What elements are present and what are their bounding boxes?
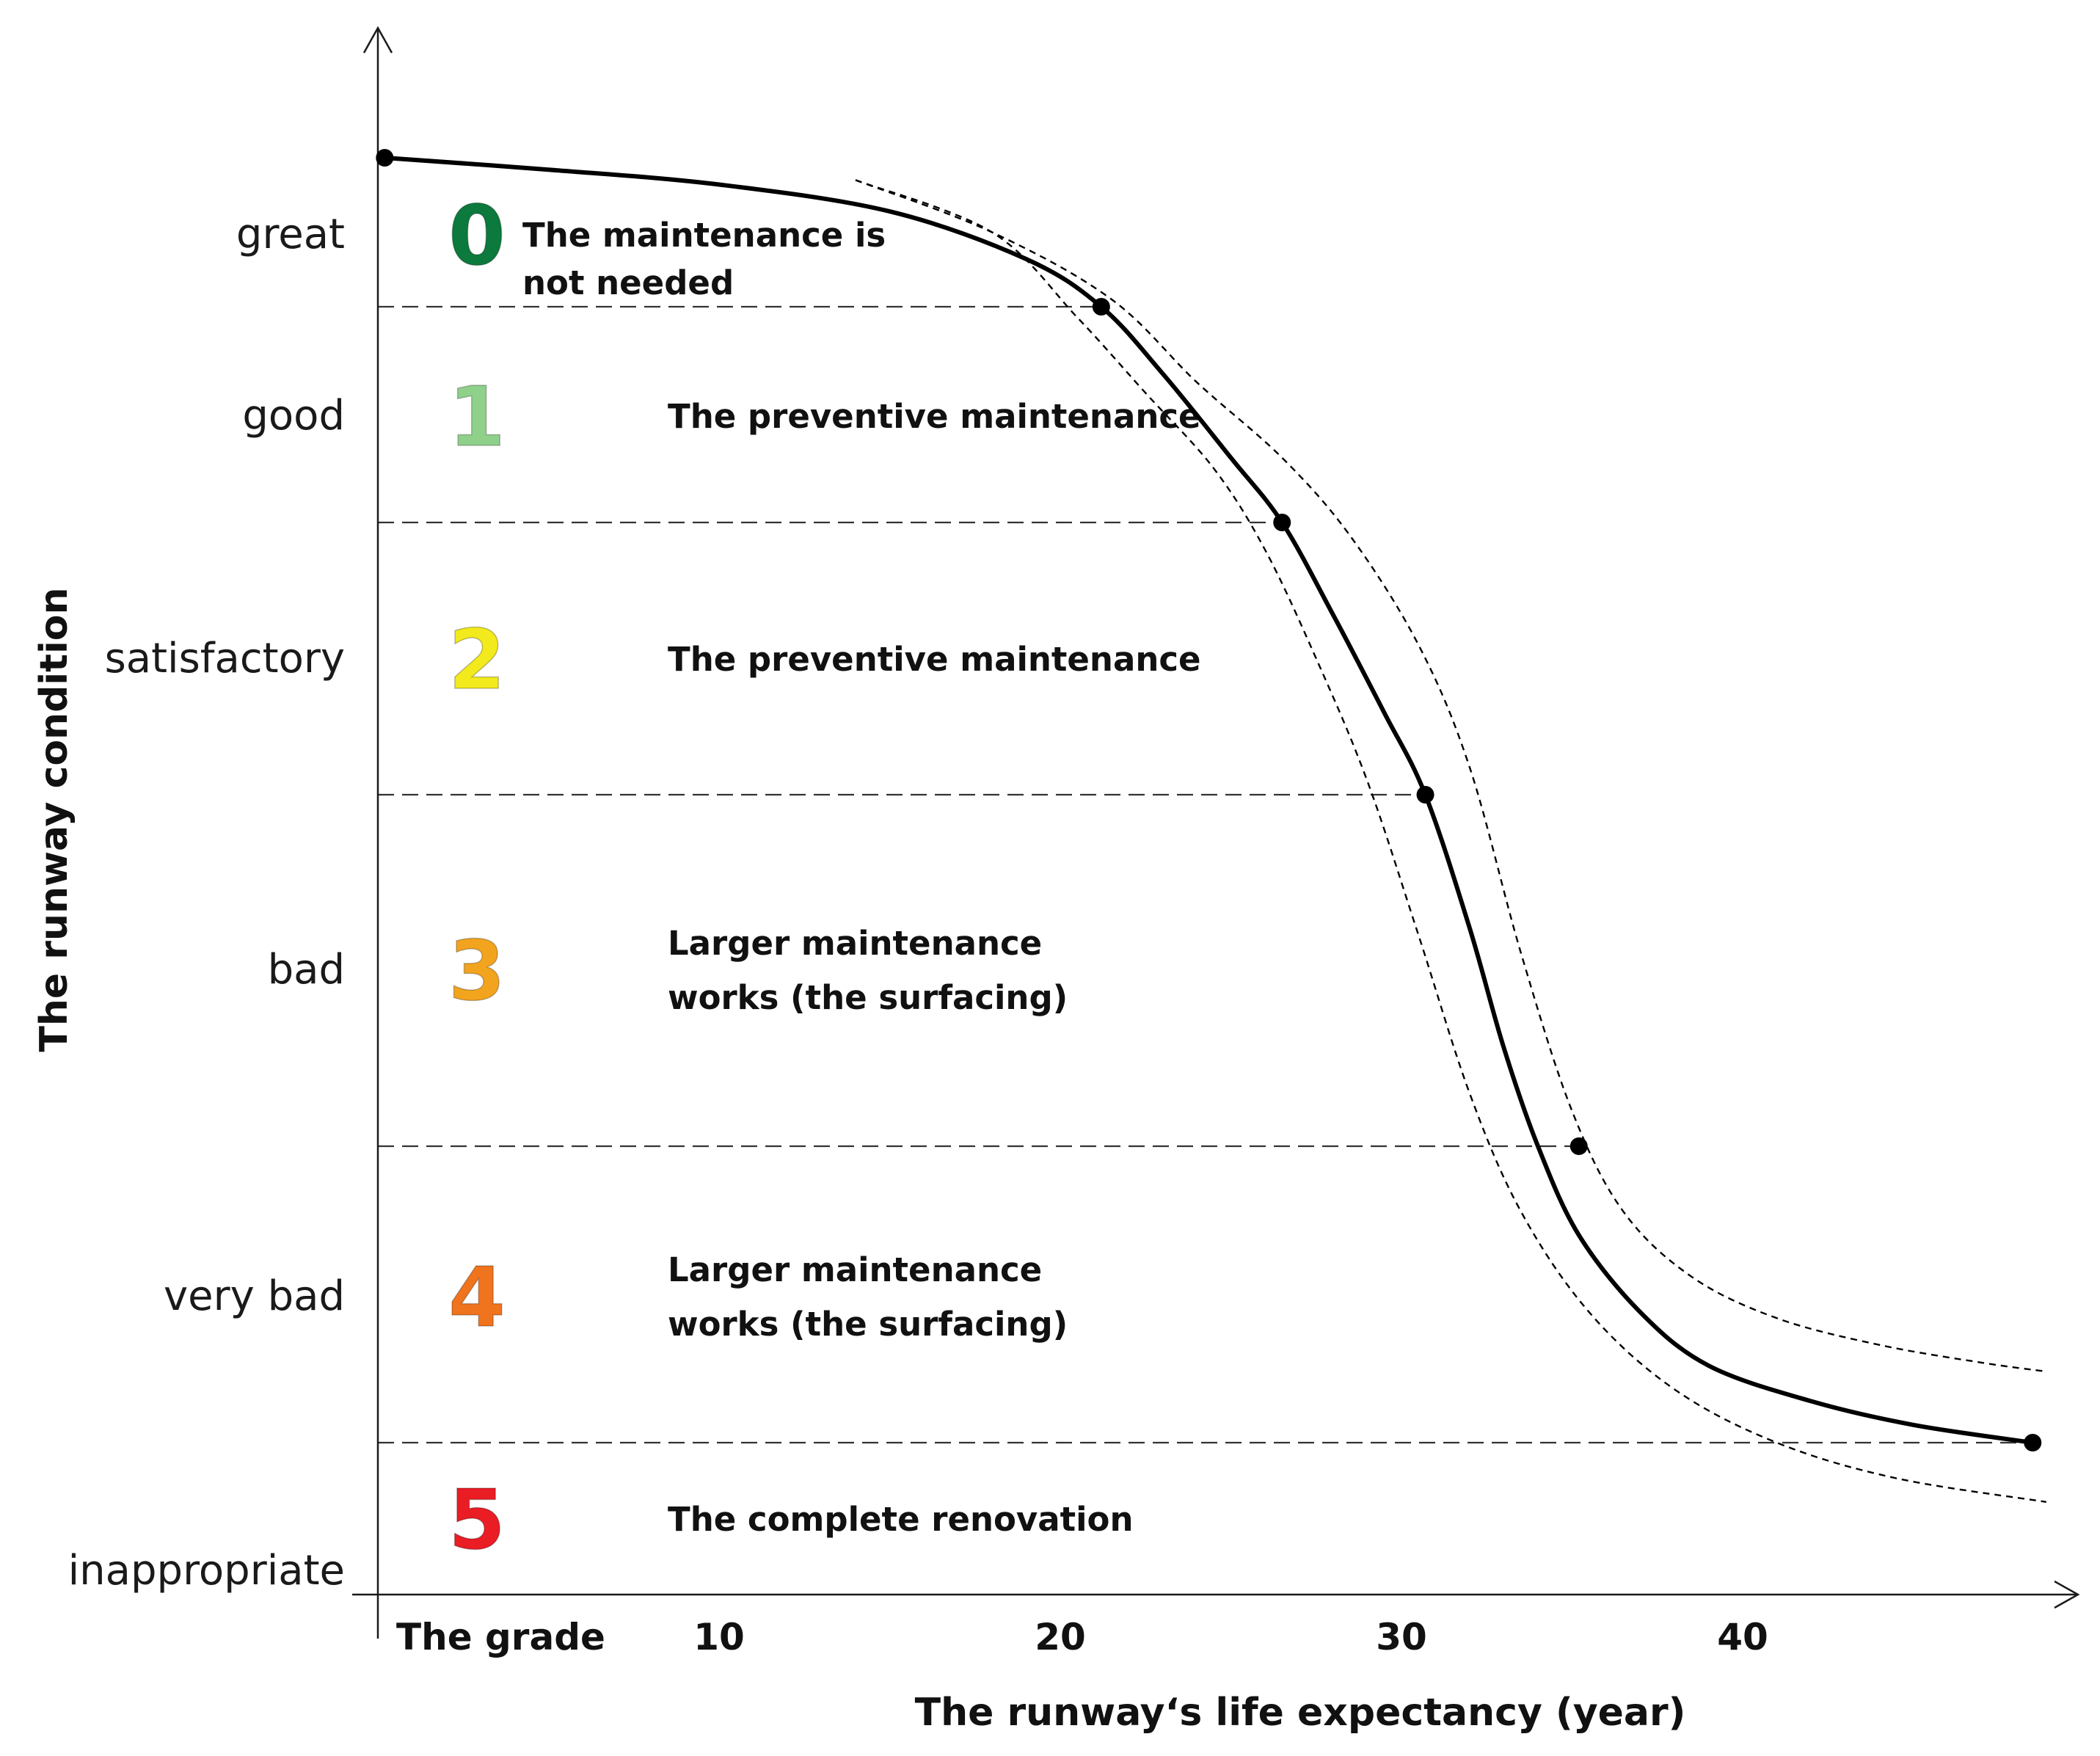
curve-point — [1273, 514, 1291, 531]
axes: The grade 10 20 30 40 The runway‘s life exp… — [32, 26, 2080, 1735]
grade-description-line: The complete renovation — [668, 1500, 1134, 1539]
grade-description-line: The preventive maintenance — [668, 640, 1201, 679]
x-tick-label: 20 — [1035, 1616, 1086, 1658]
grade-description-line: The maintenance is — [522, 216, 886, 255]
curves — [384, 156, 2046, 1503]
lower-bound-curve — [855, 179, 2046, 1503]
condition-label: good — [242, 392, 345, 440]
curve-point — [1092, 298, 1110, 316]
grade-number: 2 — [448, 613, 506, 708]
x-tick-label: 10 — [693, 1616, 745, 1658]
grade-band-1: good 1 The preventive maintenance — [242, 369, 1201, 466]
grade-axis-label: The grade — [396, 1616, 605, 1658]
deterioration-curve — [384, 156, 2033, 1445]
grade-description-line: works (the surfacing) — [668, 978, 1068, 1017]
grade-band-5: inappropriate 5 The complete renovation — [68, 1472, 1134, 1595]
x-tick-label: 30 — [1376, 1616, 1427, 1658]
grade-number: 0 — [448, 189, 506, 284]
y-axis-title: The runway condition — [32, 587, 76, 1052]
x-axis-arrow — [2054, 1580, 2080, 1609]
curve-point — [1569, 1137, 1588, 1155]
grade-number: 3 — [448, 924, 506, 1019]
grade-number: 1 — [448, 370, 506, 465]
grade-description-line: The preventive maintenance — [668, 397, 1201, 436]
y-axis-arrow — [362, 26, 393, 54]
x-tick-label: 40 — [1717, 1616, 1768, 1658]
x-ticks: 10 20 30 40 — [693, 1616, 1768, 1658]
condition-label: satisfactory — [105, 635, 345, 682]
curve-markers — [376, 149, 2042, 1451]
upper-bound-curve — [855, 179, 2046, 1373]
condition-label: great — [236, 211, 345, 258]
curve-point — [376, 149, 394, 167]
condition-label: inappropriate — [68, 1547, 345, 1595]
condition-label: bad — [268, 946, 345, 994]
grade-band-3: bad 3 Larger maintenance works (the surfaci… — [268, 923, 1068, 1020]
grade-description-line: not needed — [522, 263, 734, 302]
condition-label: very bad — [164, 1272, 345, 1320]
grade-bands: great 0 The maintenance is not needed good 1 T… — [68, 188, 1201, 1595]
grade-description-line: Larger maintenance — [668, 924, 1042, 963]
curve-point — [1416, 786, 1434, 804]
grade-number: 4 — [448, 1250, 506, 1346]
grade-description-line: Larger maintenance — [668, 1250, 1042, 1289]
grade-description-line: works (the surfacing) — [668, 1305, 1068, 1344]
grade-number: 5 — [448, 1473, 506, 1568]
curve-point — [2024, 1434, 2042, 1451]
x-axis-title: The runway‘s life expectancy (year) — [915, 1691, 1686, 1735]
grade-boundaries — [378, 305, 2033, 1444]
grade-band-0: great 0 The maintenance is not needed — [236, 188, 886, 302]
grade-band-4: very bad 4 Larger maintenance works (the su… — [164, 1250, 1068, 1347]
grade-band-2: satisfactory 2 The preventive maintenance — [105, 612, 1201, 709]
